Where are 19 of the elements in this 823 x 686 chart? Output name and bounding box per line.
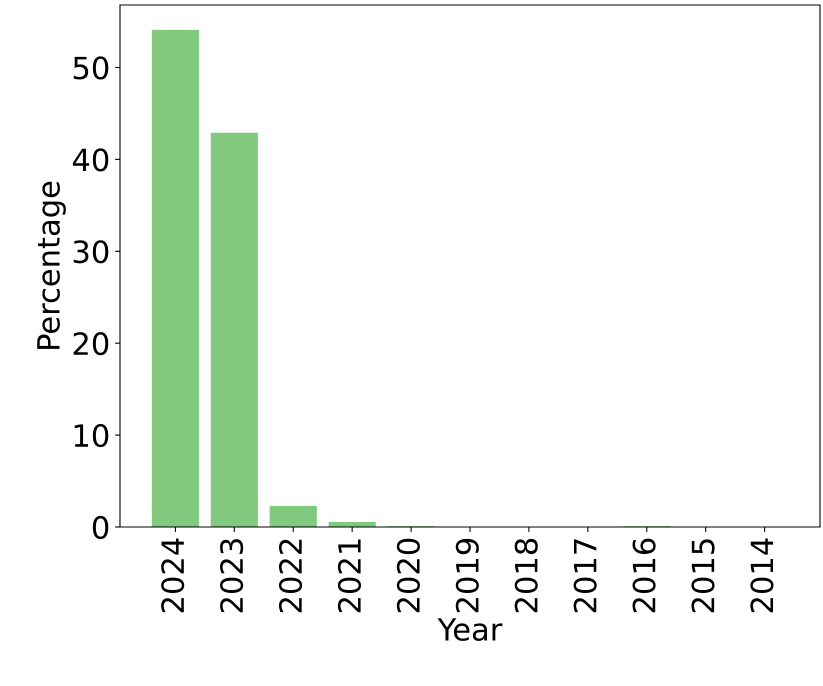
- x-tick-label: 2023: [220, 539, 244, 612]
- x-tick-label: 2019: [456, 538, 479, 612]
- x-tick-label: 2014: [750, 538, 774, 612]
- y-tick-label: 40: [72, 148, 108, 172]
- x-tick-label: 2017: [574, 539, 597, 612]
- y-tick-label: 30: [74, 240, 108, 264]
- y-tick-label: 20: [74, 332, 108, 356]
- x-tick-label: 2018: [514, 538, 538, 612]
- y-tick-label: 10: [74, 424, 108, 448]
- x-axis-title: Year: [438, 618, 502, 641]
- x-tick-label: 2021: [338, 540, 362, 612]
- x-tick-label: 2015: [691, 539, 715, 612]
- x-tick-label: 2016: [632, 538, 656, 612]
- x-tick-label: 2020: [396, 538, 420, 612]
- y-axis-title: Percentage: [37, 182, 66, 349]
- y-tick-label: 0: [92, 516, 108, 540]
- x-tick-label: 2024: [161, 538, 184, 612]
- y-tick-label: 50: [74, 56, 108, 80]
- x-tick-label: 2022: [278, 540, 302, 612]
